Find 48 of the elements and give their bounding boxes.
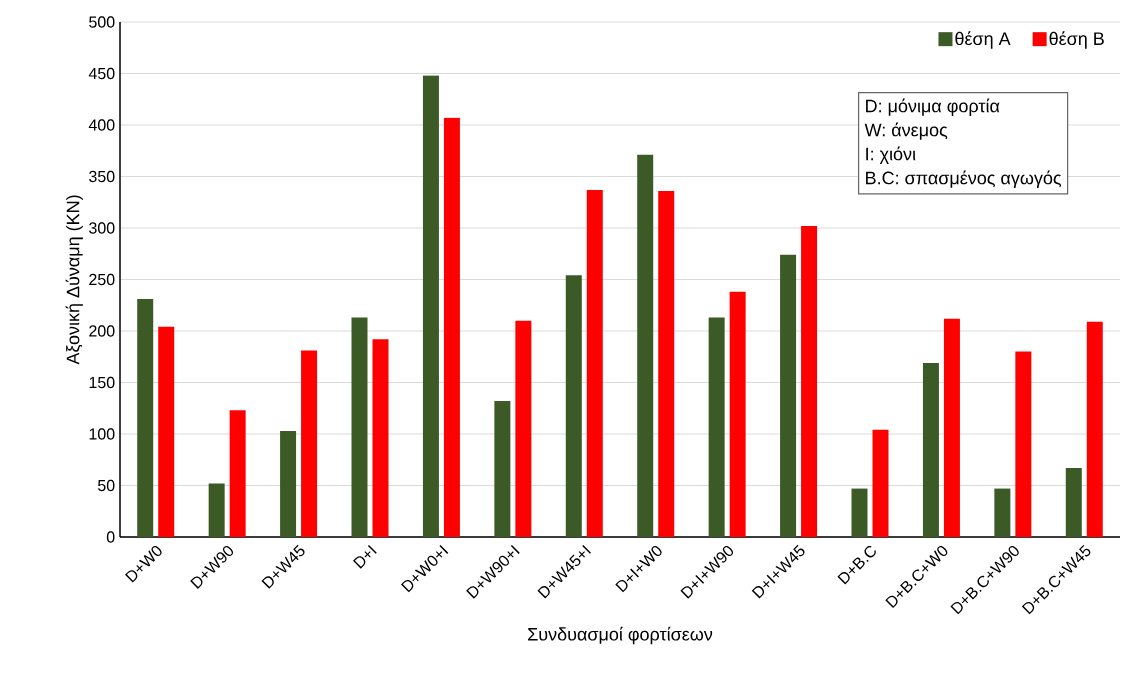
annotation: D: μόνιμα φορτία: [866, 98, 1000, 116]
bar: [922, 362, 939, 537]
bar: [565, 275, 582, 537]
x-tick-label: D+I: [353, 544, 377, 569]
bar: [229, 410, 246, 537]
y-tick-label: 100: [89, 428, 115, 440]
annotation: B.C: σπασμένος αγωγός: [866, 170, 1062, 188]
bar: [658, 190, 675, 537]
y-tick-label: 0: [106, 531, 115, 543]
bar: [1015, 351, 1032, 537]
bar: [637, 154, 654, 537]
y-tick-label: 500: [89, 16, 115, 28]
bar: [872, 429, 889, 537]
bar: [1086, 321, 1103, 537]
bar: [586, 189, 603, 537]
bar: [208, 483, 225, 537]
y-tick-label: 150: [89, 376, 115, 389]
bar: [994, 488, 1011, 537]
y-tick-label: 300: [89, 222, 115, 234]
annotation: I: χιόνι: [866, 146, 916, 164]
bar: [729, 291, 746, 537]
bar: [301, 350, 318, 537]
legend-label: θέση A: [955, 31, 1011, 49]
bar: [851, 488, 868, 537]
bar: [780, 254, 797, 537]
bar: [158, 326, 175, 537]
y-tick-label: 250: [89, 273, 115, 286]
x-axis-title: Συνδυασμοί φορτίσεων: [528, 626, 713, 645]
bar: [137, 299, 154, 537]
annotation: W: άνεμος: [864, 122, 948, 140]
bar: [351, 317, 368, 537]
bar: [708, 317, 725, 537]
bar: [494, 401, 511, 537]
y-tick-label: 400: [88, 119, 115, 131]
bar: [443, 117, 460, 537]
bar: [422, 75, 439, 537]
bar: [280, 430, 297, 537]
bar: [1065, 467, 1082, 537]
y-tick-label: 200: [89, 325, 115, 337]
bar: [801, 225, 818, 537]
bar: [943, 318, 960, 537]
legend-label: θέση B: [1049, 31, 1104, 49]
bar: [372, 339, 389, 537]
y-tick-label: 350: [89, 170, 115, 183]
y-axis-title: Αξονική Δύναμη (KN): [65, 195, 83, 365]
bar: [515, 320, 532, 537]
y-tick-label: 450: [88, 67, 115, 80]
y-tick-label: 50: [97, 479, 115, 492]
